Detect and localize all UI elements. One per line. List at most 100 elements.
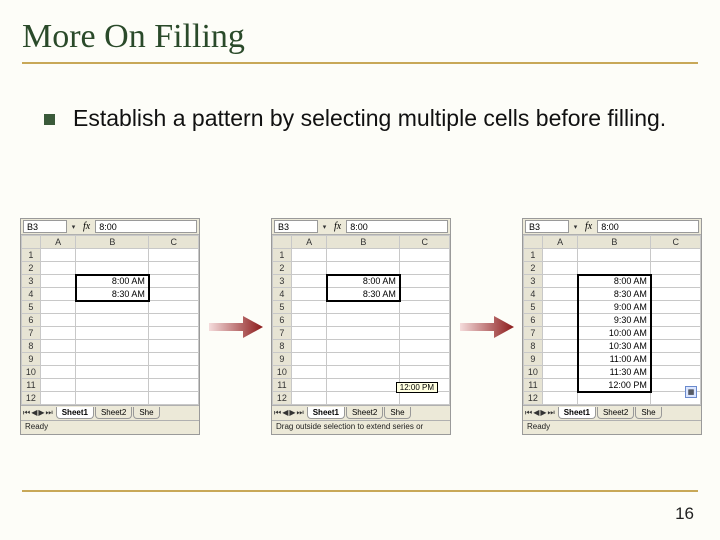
cell[interactable]: 12:00 PM (578, 379, 651, 392)
cell[interactable] (291, 262, 326, 275)
cell[interactable] (291, 314, 326, 327)
sheet-tab[interactable]: She (384, 407, 410, 419)
tab-next-icon[interactable]: ▶ (289, 408, 295, 418)
row-header[interactable]: 2 (22, 262, 41, 275)
sheet-tab[interactable]: She (133, 407, 159, 419)
col-header[interactable]: B (327, 236, 400, 249)
row-header[interactable]: 11 (273, 379, 292, 392)
cell[interactable] (327, 262, 400, 275)
cell[interactable] (327, 366, 400, 379)
cell[interactable] (651, 327, 701, 340)
row-header[interactable]: 12 (524, 392, 543, 405)
chevron-down-icon[interactable]: ▾ (69, 220, 78, 233)
row-header[interactable]: 9 (524, 353, 543, 366)
cell[interactable] (40, 327, 75, 340)
name-box[interactable]: B3 (274, 220, 318, 233)
cell[interactable] (542, 392, 577, 405)
sheet-tab[interactable]: Sheet2 (95, 407, 132, 419)
cell[interactable] (327, 353, 400, 366)
cell[interactable] (40, 340, 75, 353)
row-header[interactable]: 10 (273, 366, 292, 379)
cell[interactable] (149, 392, 199, 405)
cell[interactable] (40, 392, 75, 405)
cell[interactable] (327, 392, 400, 405)
row-header[interactable]: 4 (22, 288, 41, 301)
cell[interactable] (400, 392, 450, 405)
row-header[interactable]: 8 (273, 340, 292, 353)
cell[interactable] (542, 288, 577, 301)
tab-nav[interactable]: ⏮ ◀ ▶ ⏭ (272, 408, 306, 418)
cell[interactable] (149, 262, 199, 275)
cell[interactable] (149, 366, 199, 379)
row-header[interactable]: 7 (273, 327, 292, 340)
row-header[interactable]: 5 (22, 301, 41, 314)
cell[interactable] (291, 249, 326, 262)
row-header[interactable]: 6 (273, 314, 292, 327)
chevron-down-icon[interactable]: ▾ (571, 220, 580, 233)
col-header[interactable]: B (578, 236, 651, 249)
cell[interactable] (149, 353, 199, 366)
cell[interactable] (291, 353, 326, 366)
row-header[interactable]: 1 (22, 249, 41, 262)
cell[interactable]: 8:00 AM (578, 275, 651, 288)
sheet-tab[interactable]: She (635, 407, 661, 419)
cell[interactable] (651, 275, 701, 288)
cell[interactable] (400, 314, 450, 327)
cell[interactable] (400, 262, 450, 275)
cell[interactable] (400, 249, 450, 262)
cell[interactable] (327, 314, 400, 327)
cell[interactable] (542, 249, 577, 262)
row-header[interactable]: 5 (524, 301, 543, 314)
row-header[interactable]: 1 (273, 249, 292, 262)
cell[interactable] (40, 275, 75, 288)
col-header[interactable]: C (149, 236, 199, 249)
cell[interactable] (400, 301, 450, 314)
cell[interactable] (651, 288, 701, 301)
cell[interactable] (40, 353, 75, 366)
row-header[interactable]: 3 (22, 275, 41, 288)
tab-prev-icon[interactable]: ◀ (533, 408, 539, 418)
cell[interactable] (542, 262, 577, 275)
cell[interactable] (149, 327, 199, 340)
tab-next-icon[interactable]: ▶ (38, 408, 44, 418)
cell[interactable]: 10:30 AM (578, 340, 651, 353)
cell[interactable] (76, 314, 149, 327)
cell[interactable]: 8:30 AM (76, 288, 149, 301)
row-header[interactable]: 12 (22, 392, 41, 405)
autofill-options-icon[interactable]: ▦ (685, 386, 697, 398)
cell[interactable] (651, 249, 701, 262)
cell[interactable]: 9:00 AM (578, 301, 651, 314)
tab-prev-icon[interactable]: ◀ (31, 408, 37, 418)
row-header[interactable]: 3 (524, 275, 543, 288)
row-header[interactable]: 7 (22, 327, 41, 340)
cell-grid[interactable]: A B C 1238:00 AM48:30 AM59:00 AM69:30 AM… (523, 235, 701, 405)
cell[interactable] (578, 249, 651, 262)
cell[interactable] (542, 301, 577, 314)
cell[interactable] (76, 327, 149, 340)
tab-next-icon[interactable]: ▶ (540, 408, 546, 418)
tab-nav[interactable]: ⏮ ◀ ▶ ⏭ (523, 408, 557, 418)
cell[interactable] (149, 249, 199, 262)
cell[interactable] (542, 327, 577, 340)
cell[interactable] (76, 353, 149, 366)
row-header[interactable]: 11 (22, 379, 41, 392)
cell-grid[interactable]: A B C 1238:00 AM48:30 AM56789101112 (21, 235, 199, 405)
cell[interactable] (327, 301, 400, 314)
cell[interactable] (291, 392, 326, 405)
cell[interactable] (40, 288, 75, 301)
cell[interactable] (291, 379, 326, 392)
cell[interactable] (291, 327, 326, 340)
cell[interactable]: 8:00 AM (327, 275, 400, 288)
col-header[interactable]: A (40, 236, 75, 249)
cell[interactable]: 10:00 AM (578, 327, 651, 340)
row-header[interactable]: 10 (22, 366, 41, 379)
formula-input[interactable]: 8:00 (95, 220, 197, 233)
cell[interactable] (400, 340, 450, 353)
sheet-tab[interactable]: Sheet2 (597, 407, 634, 419)
cell[interactable] (400, 288, 450, 301)
cell[interactable] (651, 340, 701, 353)
select-all-corner[interactable] (273, 236, 292, 249)
row-header[interactable]: 10 (524, 366, 543, 379)
sheet-tab[interactable]: Sheet1 (56, 407, 94, 419)
cell[interactable] (327, 379, 400, 392)
